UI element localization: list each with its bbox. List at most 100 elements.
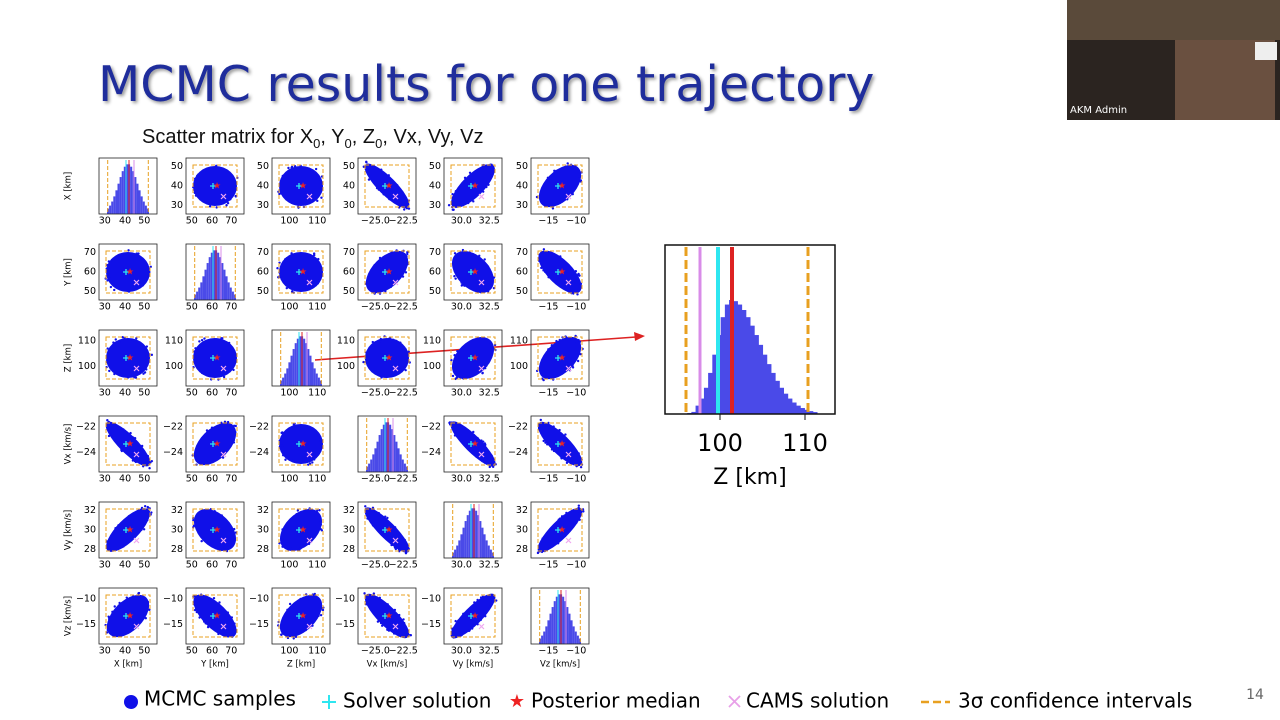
x-tick-label: −25.0 <box>361 560 390 571</box>
y-tick-label: 100 <box>423 361 441 372</box>
sample-dot <box>208 373 212 377</box>
sample-dot <box>316 279 320 282</box>
y-tick-label: 28 <box>84 544 96 555</box>
sample-dot <box>577 452 580 455</box>
y-tick-label: −24 <box>508 447 528 458</box>
histogram-bar <box>231 291 234 300</box>
sample-dot <box>565 511 568 515</box>
cams-marker <box>565 193 572 200</box>
sample-dot <box>452 265 456 268</box>
sample-dot <box>150 511 153 514</box>
sample-dot <box>403 538 406 542</box>
sample-dot <box>135 337 138 340</box>
sample-dot <box>559 455 563 458</box>
matrix-cell: ★ 100 110 32 30 28 <box>257 501 331 571</box>
sample-dot <box>484 443 487 446</box>
histogram-bar <box>695 405 701 414</box>
sample-dot <box>312 285 315 289</box>
histogram-bar <box>475 510 478 558</box>
sample-dot <box>316 199 319 203</box>
matrix-cell: ★ 50 60 70 −10 −15 Y [km] <box>163 587 245 670</box>
sample-dot <box>491 465 495 469</box>
sample-dot <box>468 251 472 254</box>
sample-dot <box>293 165 297 168</box>
sample-dot <box>232 179 236 183</box>
cams-marker <box>220 623 227 630</box>
x-tick-label: −10 <box>566 388 586 399</box>
y-axis-label: Vy [km/s] <box>64 510 74 550</box>
histogram-bar <box>712 354 717 414</box>
matrix-cell: ★ 30.0 32.5 70 60 50 <box>429 243 503 313</box>
sample-dot <box>320 606 323 610</box>
histogram-bar <box>113 196 116 214</box>
histogram-bar <box>125 164 128 214</box>
histogram-bar <box>136 183 139 214</box>
histogram-bar <box>221 263 224 300</box>
sample-dot <box>486 265 490 268</box>
histogram-bar <box>111 201 114 214</box>
confidence-box <box>364 250 410 294</box>
sample-dot <box>486 290 490 293</box>
solver-marker <box>210 441 216 447</box>
sample-dot <box>146 514 149 517</box>
histogram-bar <box>130 166 133 214</box>
sample-dot <box>287 166 290 170</box>
sample-dot <box>212 596 216 600</box>
solver-marker <box>296 441 302 447</box>
sample-dot <box>150 353 154 357</box>
x-tick-label: 70 <box>225 646 237 657</box>
y-tick-label: 70 <box>257 247 269 258</box>
sample-dot <box>468 375 471 378</box>
sample-dot <box>367 172 370 175</box>
sample-dot <box>468 629 471 632</box>
histogram-bar <box>200 282 203 300</box>
y-tick-label: −22 <box>421 422 441 433</box>
sample-dot <box>560 515 564 518</box>
histogram-bar <box>307 349 310 386</box>
legend-symbol: ★ <box>509 691 525 712</box>
sample-dot <box>377 511 380 515</box>
sample-dot <box>390 543 393 547</box>
sample-dot <box>365 598 369 601</box>
sample-dot <box>148 466 151 470</box>
y-tick-label: −15 <box>163 619 183 630</box>
sample-dot <box>555 169 558 173</box>
sample-dot <box>571 366 575 369</box>
cell-frame <box>185 501 245 559</box>
sample-dot <box>486 608 490 611</box>
sample-dot <box>387 629 391 632</box>
sample-dot <box>550 203 553 207</box>
sample-dot <box>290 201 293 205</box>
sample-dot <box>231 544 234 547</box>
solver-marker <box>382 527 388 533</box>
sample-dot <box>223 372 226 375</box>
sample-dot <box>401 275 405 278</box>
sample-dot <box>131 459 135 462</box>
sample-dot <box>113 288 116 292</box>
sample-dot <box>386 516 389 520</box>
median-marker: ★ <box>385 354 393 364</box>
sample-dot <box>399 618 403 621</box>
histogram-bar <box>303 338 306 386</box>
sample-dot <box>452 424 455 427</box>
histogram-bar <box>477 515 480 558</box>
sample-dot <box>143 614 146 617</box>
sample-dot <box>320 196 323 199</box>
matrix-cell: ★ −25.0−22.5 70 60 50 <box>343 243 418 313</box>
x-tick-label: 40 <box>119 474 131 485</box>
histogram-bar <box>570 620 573 644</box>
separator: , <box>320 126 332 148</box>
sample-dot <box>231 623 234 626</box>
sample-dot <box>285 547 288 550</box>
confidence-box <box>450 594 496 638</box>
histogram-bar <box>750 325 755 414</box>
x-tick-label: −22.5 <box>389 302 418 313</box>
sample-dot <box>405 353 408 357</box>
matrix-cell: ★ −25.0−22.5 50 40 30 <box>343 157 418 227</box>
confidence-box <box>192 164 238 208</box>
y-tick-label: 50 <box>429 286 441 297</box>
confidence-box <box>105 508 151 552</box>
sample-dot <box>362 360 365 364</box>
histogram-bar <box>292 349 295 386</box>
variable-subscript: 0 <box>375 136 383 151</box>
